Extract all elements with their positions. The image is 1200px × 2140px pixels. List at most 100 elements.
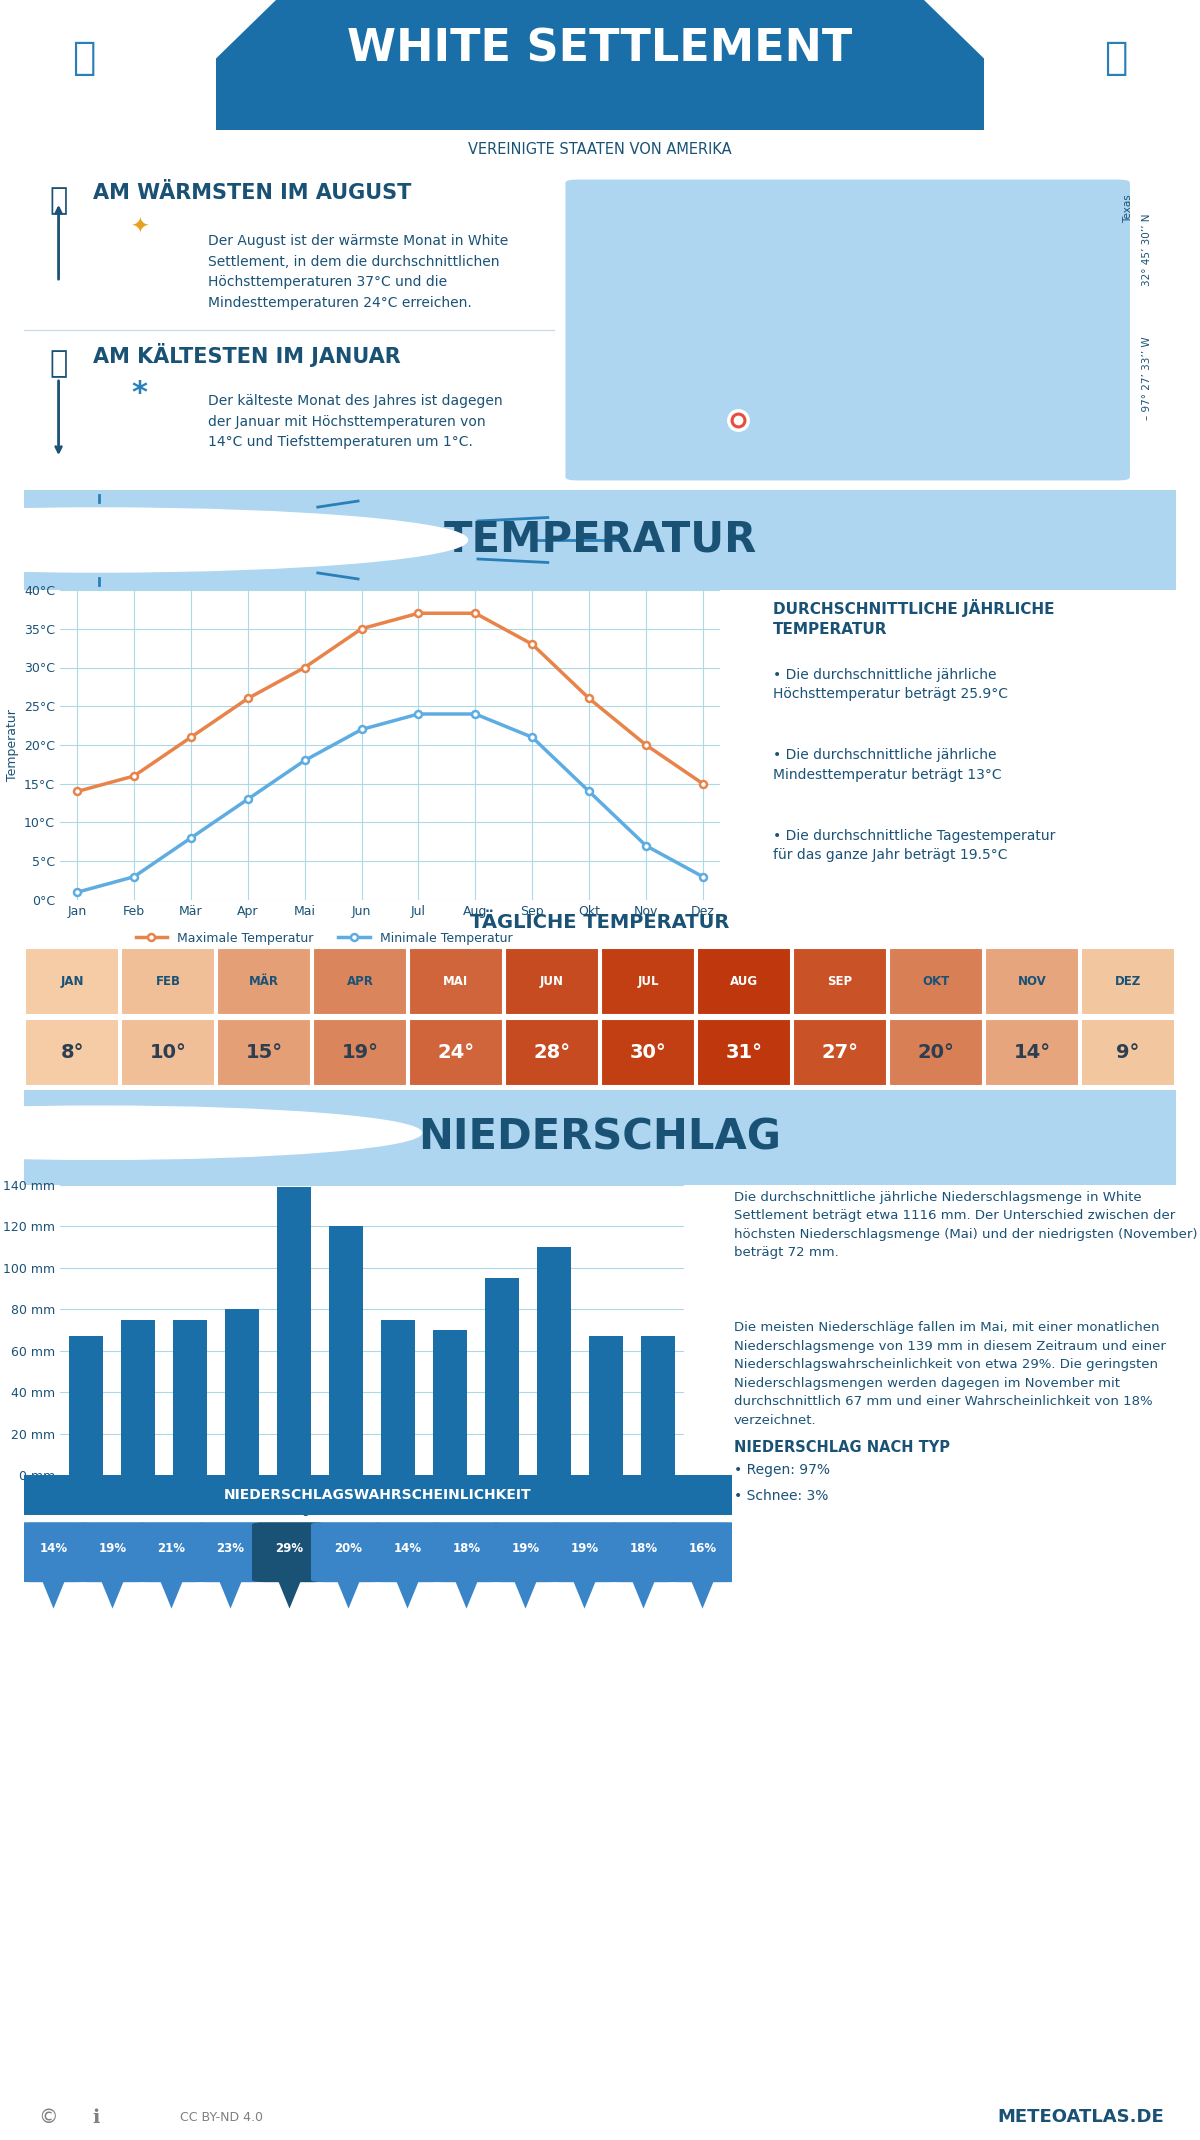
Circle shape — [0, 507, 468, 571]
FancyBboxPatch shape — [74, 1522, 150, 1581]
Minimale Temperatur — [127, 865, 142, 890]
Polygon shape — [216, 0, 984, 131]
Text: JUL: JUL — [398, 1611, 418, 1622]
Legend: Maximale Temperatur, Minimale Temperatur: Maximale Temperatur, Minimale Temperatur — [131, 927, 517, 950]
FancyBboxPatch shape — [0, 488, 1200, 593]
Text: JUN: JUN — [540, 974, 564, 989]
Polygon shape — [41, 1577, 66, 1609]
FancyBboxPatch shape — [217, 1019, 311, 1085]
Text: • Die durchschnittliche Tagestemperatur
für das ganze Jahr beträgt 19.5°C: • Die durchschnittliche Tagestemperatur … — [773, 828, 1055, 862]
Text: MÄR: MÄR — [250, 974, 278, 989]
FancyBboxPatch shape — [428, 1522, 504, 1581]
FancyBboxPatch shape — [697, 1019, 791, 1085]
FancyBboxPatch shape — [601, 1019, 695, 1085]
Minimale Temperatur — [354, 717, 368, 743]
FancyBboxPatch shape — [1081, 948, 1175, 1014]
Bar — [277, 1188, 311, 1474]
Bar — [382, 1320, 415, 1474]
Text: AM WÄRMSTEN IM AUGUST: AM WÄRMSTEN IM AUGUST — [94, 182, 412, 203]
Text: 19°: 19° — [342, 1042, 378, 1061]
Text: – 97° 27’ 33’’ W: – 97° 27’ 33’’ W — [1142, 336, 1152, 419]
Text: METEOATLAS.DE: METEOATLAS.DE — [997, 2108, 1164, 2127]
Minimale Temperatur — [298, 747, 312, 773]
FancyBboxPatch shape — [409, 1019, 503, 1085]
Text: 31°: 31° — [726, 1042, 762, 1061]
Text: 21%: 21% — [157, 1543, 186, 1556]
Text: 16%: 16% — [689, 1543, 716, 1556]
Text: 〜: 〜 — [72, 39, 96, 77]
FancyBboxPatch shape — [697, 948, 791, 1014]
Bar — [70, 1335, 103, 1474]
Minimale Temperatur — [526, 725, 540, 751]
Text: 18%: 18% — [452, 1543, 480, 1556]
FancyBboxPatch shape — [601, 948, 695, 1014]
Polygon shape — [336, 1577, 361, 1609]
FancyBboxPatch shape — [0, 1087, 1200, 1188]
Maximale Temperatur — [127, 764, 142, 790]
Text: 28°: 28° — [534, 1042, 570, 1061]
Text: 14%: 14% — [40, 1543, 67, 1556]
Text: AM KÄLTESTEN IM JANUAR: AM KÄLTESTEN IM JANUAR — [94, 342, 401, 366]
Polygon shape — [690, 1577, 715, 1609]
FancyBboxPatch shape — [25, 948, 119, 1014]
Maximale Temperatur — [582, 685, 596, 710]
Text: Der August ist der wärmste Monat in White
Settlement, in dem die durchschnittlic: Der August ist der wärmste Monat in Whit… — [209, 233, 509, 310]
Text: VEREINIGTE STAATEN VON AMERIKA: VEREINIGTE STAATEN VON AMERIKA — [468, 143, 732, 158]
Bar — [121, 1320, 155, 1474]
FancyBboxPatch shape — [889, 1019, 983, 1085]
FancyBboxPatch shape — [793, 948, 887, 1014]
FancyBboxPatch shape — [505, 948, 599, 1014]
Text: 15°: 15° — [246, 1042, 282, 1061]
FancyBboxPatch shape — [505, 1019, 599, 1085]
Text: 14°: 14° — [1014, 1042, 1050, 1061]
Text: 8°: 8° — [60, 1042, 84, 1061]
FancyBboxPatch shape — [889, 948, 983, 1014]
Minimale Temperatur — [184, 826, 198, 852]
Text: 9°: 9° — [1116, 1042, 1140, 1061]
FancyBboxPatch shape — [252, 1522, 328, 1581]
Text: 14%: 14% — [394, 1543, 421, 1556]
FancyBboxPatch shape — [1081, 1019, 1175, 1085]
FancyBboxPatch shape — [16, 1522, 91, 1581]
Text: ✦: ✦ — [130, 218, 149, 238]
Text: 19%: 19% — [98, 1543, 126, 1556]
FancyBboxPatch shape — [121, 1019, 215, 1085]
Bar — [485, 1278, 518, 1474]
Text: 18%: 18% — [630, 1543, 658, 1556]
Text: 23%: 23% — [216, 1543, 245, 1556]
Maximale Temperatur — [526, 631, 540, 657]
Text: APR: APR — [347, 974, 373, 989]
Line: Minimale Temperatur: Minimale Temperatur — [73, 710, 707, 897]
Bar — [329, 1226, 362, 1474]
Polygon shape — [158, 1577, 185, 1609]
FancyBboxPatch shape — [370, 1522, 445, 1581]
Text: 30°: 30° — [630, 1042, 666, 1061]
Maximale Temperatur — [298, 655, 312, 681]
Text: JAN: JAN — [60, 974, 84, 989]
FancyBboxPatch shape — [565, 180, 1130, 479]
Text: JUN: JUN — [338, 1611, 359, 1622]
FancyBboxPatch shape — [985, 1019, 1079, 1085]
Maximale Temperatur — [638, 732, 653, 758]
Polygon shape — [571, 1577, 598, 1609]
Text: TEMPERATUR: TEMPERATUR — [443, 520, 757, 561]
Minimale Temperatur — [582, 779, 596, 805]
FancyBboxPatch shape — [409, 948, 503, 1014]
Polygon shape — [217, 1577, 244, 1609]
Text: NIEDERSCHLAGSWAHRSCHEINLICHKEIT: NIEDERSCHLAGSWAHRSCHEINLICHKEIT — [224, 1487, 532, 1502]
Minimale Temperatur — [412, 702, 426, 728]
Text: 〜: 〜 — [1104, 39, 1128, 77]
Circle shape — [0, 1106, 421, 1160]
Line: Maximale Temperatur: Maximale Temperatur — [73, 610, 707, 794]
Text: 🌡: 🌡 — [49, 186, 67, 214]
Text: NOV: NOV — [1018, 974, 1046, 989]
Text: SEP: SEP — [828, 974, 852, 989]
Text: 32° 45’ 30’’ N: 32° 45’ 30’’ N — [1142, 214, 1152, 287]
Text: *: * — [131, 379, 148, 409]
Bar — [173, 1320, 206, 1474]
Maximale Temperatur — [468, 601, 482, 627]
Minimale Temperatur — [696, 865, 710, 890]
Text: Texas: Texas — [1123, 195, 1133, 223]
FancyBboxPatch shape — [311, 1522, 386, 1581]
Text: AUG: AUG — [454, 1611, 479, 1622]
